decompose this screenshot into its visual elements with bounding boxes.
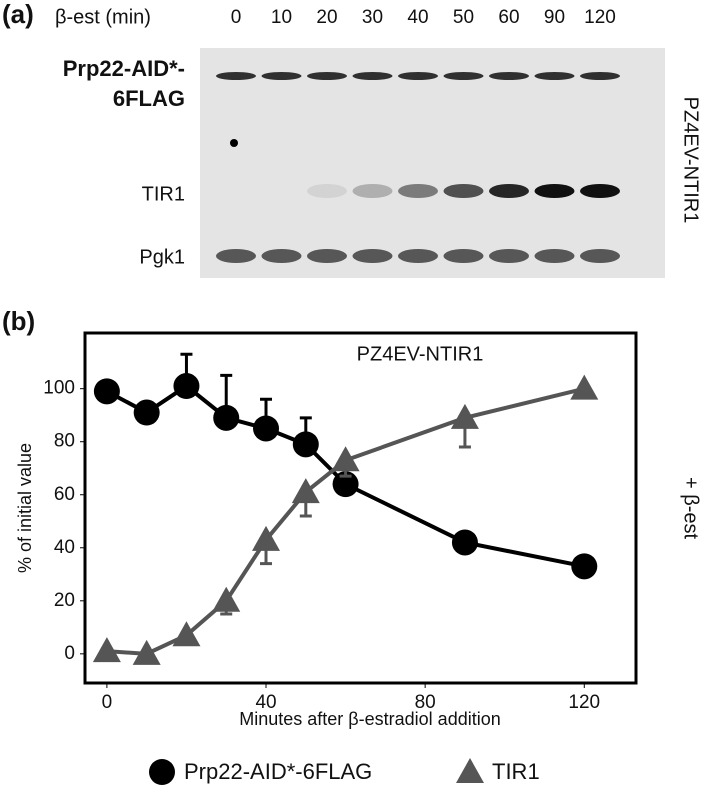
legend-marker xyxy=(456,758,484,783)
blot xyxy=(200,48,665,278)
band xyxy=(352,72,393,80)
band xyxy=(261,72,302,80)
spot xyxy=(230,139,238,147)
band xyxy=(398,249,438,263)
band xyxy=(489,249,529,263)
legend-label: TIR1 xyxy=(492,759,540,784)
row-label: 6FLAG xyxy=(113,86,185,111)
band xyxy=(352,184,393,198)
data-point xyxy=(292,431,319,458)
band xyxy=(580,249,620,263)
lane-label: 10 xyxy=(271,7,292,28)
band xyxy=(534,249,575,263)
data-point xyxy=(571,553,598,580)
plot-frame xyxy=(83,331,638,685)
band xyxy=(398,184,438,198)
lane-label: 40 xyxy=(407,7,428,28)
band xyxy=(216,72,256,80)
data-point xyxy=(92,637,121,663)
side-label: + β-est xyxy=(680,477,702,540)
row-label: Pgk1 xyxy=(139,246,185,268)
band xyxy=(580,72,620,80)
x-tick-label: 80 xyxy=(415,692,436,713)
y-tick-label: 80 xyxy=(54,431,75,452)
treatment-label: β-est (min) xyxy=(55,6,151,28)
x-tick-label: 0 xyxy=(102,692,113,713)
x-tick-label: 120 xyxy=(568,692,600,713)
y-tick-label: 100 xyxy=(43,378,75,399)
band xyxy=(261,249,302,263)
data-point xyxy=(133,399,160,426)
y-axis-label: % of initial value xyxy=(15,443,35,573)
y-tick-label: 40 xyxy=(54,537,75,558)
band xyxy=(352,249,393,263)
strain-label: PZ4EV-NTIR1 xyxy=(680,97,702,224)
lane-label: 30 xyxy=(362,7,383,28)
data-point xyxy=(93,378,120,405)
chart-title: PZ4EV-NTIR1 xyxy=(357,343,484,365)
lane-label: 120 xyxy=(584,7,616,28)
data-point xyxy=(332,471,359,498)
band xyxy=(580,184,620,198)
lane-label: 50 xyxy=(453,7,474,28)
lane-label: 20 xyxy=(316,7,337,28)
lane-label: 90 xyxy=(544,7,565,28)
band xyxy=(307,72,347,80)
data-point xyxy=(570,374,599,400)
band xyxy=(534,72,575,80)
data-point xyxy=(253,415,280,442)
data-point xyxy=(291,478,320,504)
y-tick-label: 0 xyxy=(64,643,75,664)
data-point xyxy=(212,586,241,612)
data-point xyxy=(132,639,161,665)
band xyxy=(534,184,575,198)
band xyxy=(443,184,484,198)
lane-label: 0 xyxy=(231,7,242,28)
lane-label: 60 xyxy=(498,7,519,28)
y-tick-label: 60 xyxy=(54,484,75,505)
legend-marker xyxy=(149,759,175,785)
x-tick-label: 40 xyxy=(255,692,276,713)
band xyxy=(489,72,529,80)
data-point xyxy=(252,525,281,551)
band xyxy=(443,72,484,80)
data-point xyxy=(450,403,479,429)
data-point xyxy=(172,621,201,647)
data-point xyxy=(213,404,240,431)
row-label: TIR1 xyxy=(142,183,185,205)
band xyxy=(443,249,484,263)
panel-label: (b) xyxy=(2,306,35,336)
data-point xyxy=(173,373,200,400)
x-axis-label: Minutes after β-estradiol addition xyxy=(239,709,500,729)
y-tick-label: 20 xyxy=(54,590,75,611)
panel-label: (a) xyxy=(2,0,34,29)
data-point xyxy=(331,446,360,472)
row-label: Prp22-AID*- xyxy=(63,56,185,81)
legend-label: Prp22-AID*-6FLAG xyxy=(184,759,372,784)
band xyxy=(216,249,256,263)
band xyxy=(307,184,347,198)
data-point xyxy=(451,529,478,556)
series-line xyxy=(106,386,585,656)
band xyxy=(489,184,529,198)
band xyxy=(398,72,438,80)
band xyxy=(307,249,347,263)
